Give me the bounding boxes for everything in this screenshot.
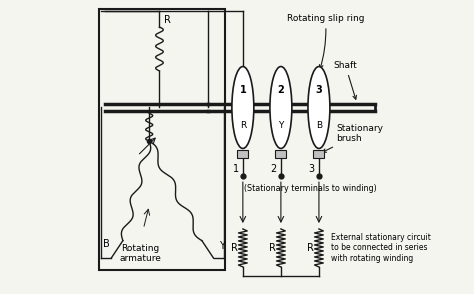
Text: 3: 3 xyxy=(309,164,315,174)
Text: R: R xyxy=(307,243,314,253)
Text: R: R xyxy=(240,121,246,130)
Text: 1: 1 xyxy=(239,85,246,95)
Text: 2: 2 xyxy=(277,85,284,95)
Text: Shaft: Shaft xyxy=(334,61,357,99)
Text: External stationary circuit
to be connected in series
with rotating winding: External stationary circuit to be connec… xyxy=(331,233,430,263)
Text: Y: Y xyxy=(278,121,283,130)
Ellipse shape xyxy=(232,66,254,148)
Bar xyxy=(100,9,225,270)
Text: Y: Y xyxy=(219,241,225,251)
Ellipse shape xyxy=(270,66,292,148)
Text: Rotating
armature: Rotating armature xyxy=(119,243,161,263)
Text: 1: 1 xyxy=(232,164,238,174)
Text: B: B xyxy=(316,121,322,130)
Bar xyxy=(313,150,325,158)
Text: 2: 2 xyxy=(271,164,277,174)
Ellipse shape xyxy=(308,66,330,148)
Text: Stationary
brush: Stationary brush xyxy=(322,124,383,152)
Text: R: R xyxy=(231,243,238,253)
Text: R: R xyxy=(164,15,171,25)
Text: B: B xyxy=(103,238,109,248)
Text: 3: 3 xyxy=(316,85,322,95)
Bar xyxy=(275,150,286,158)
Text: R: R xyxy=(269,243,276,253)
Text: Rotating slip ring: Rotating slip ring xyxy=(287,14,364,69)
Bar xyxy=(237,150,248,158)
Text: (Stationary terminals to winding): (Stationary terminals to winding) xyxy=(244,183,376,193)
